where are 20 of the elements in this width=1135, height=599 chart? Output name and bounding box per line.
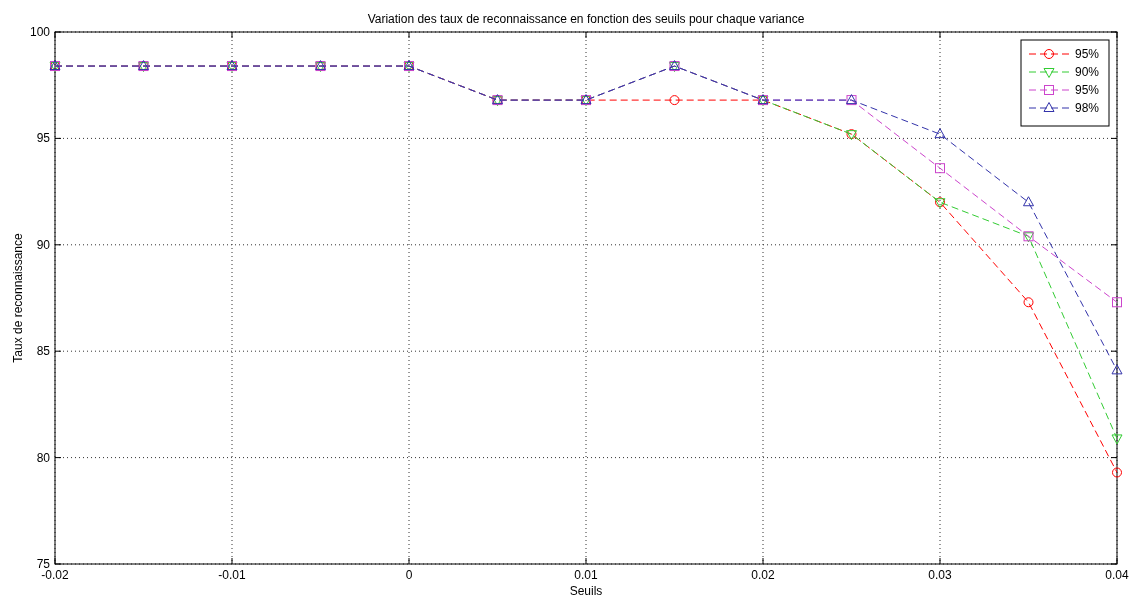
- x-tick-label: -0.01: [218, 568, 246, 582]
- y-tick-label: 75: [36, 557, 51, 571]
- x-tick-label: 0.03: [928, 568, 952, 582]
- y-axis-title: Taux de reconnaissance: [11, 232, 25, 363]
- x-tick-label: 0.01: [574, 568, 598, 582]
- legend-label: 95%: [1075, 83, 1100, 97]
- x-tick-label: 0: [405, 568, 413, 582]
- y-tick-label: 85: [36, 344, 51, 359]
- legend-label: 95%: [1075, 47, 1100, 61]
- y-tick-label: 90: [36, 237, 51, 252]
- legend-label: 90%: [1075, 65, 1100, 79]
- legend-label: 98%: [1075, 101, 1100, 115]
- y-tick-label: 80: [36, 450, 51, 465]
- x-tick-label: -0.02: [41, 568, 69, 582]
- x-axis-title: Seuils: [569, 584, 603, 598]
- x-tick-label: 0.02: [751, 568, 775, 582]
- chart-title: Variation des taux de reconnaissance en fonction des seuils pour chaque variance: [367, 12, 805, 26]
- y-tick-label: 95: [36, 131, 51, 146]
- y-tick-label: 100: [29, 25, 51, 39]
- x-tick-label: 0.04: [1105, 568, 1129, 582]
